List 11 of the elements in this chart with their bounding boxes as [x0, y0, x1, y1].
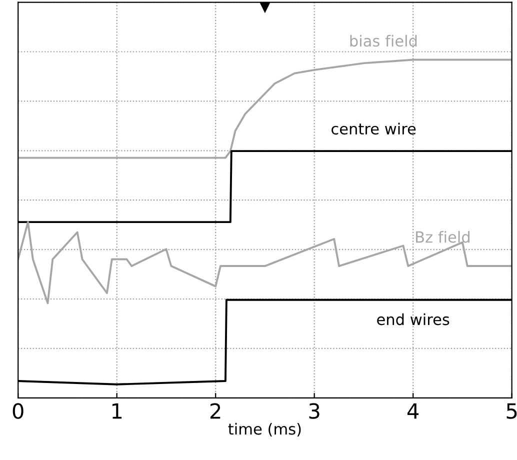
x-tick-label: 2	[210, 403, 220, 419]
x-tick-label: 5	[506, 403, 517, 419]
series-label: centre wire	[332, 122, 416, 135]
series-label: bias field	[350, 34, 417, 47]
series-label: Bz field	[416, 230, 470, 243]
x-tick-label: 3	[309, 403, 320, 419]
series-label: end wires	[377, 313, 450, 326]
x-axis-title: time (ms)	[228, 422, 301, 437]
x-tick-label: 4	[407, 403, 419, 419]
x-tick-label: 0	[12, 403, 24, 419]
x-tick-label: 1	[112, 403, 122, 419]
